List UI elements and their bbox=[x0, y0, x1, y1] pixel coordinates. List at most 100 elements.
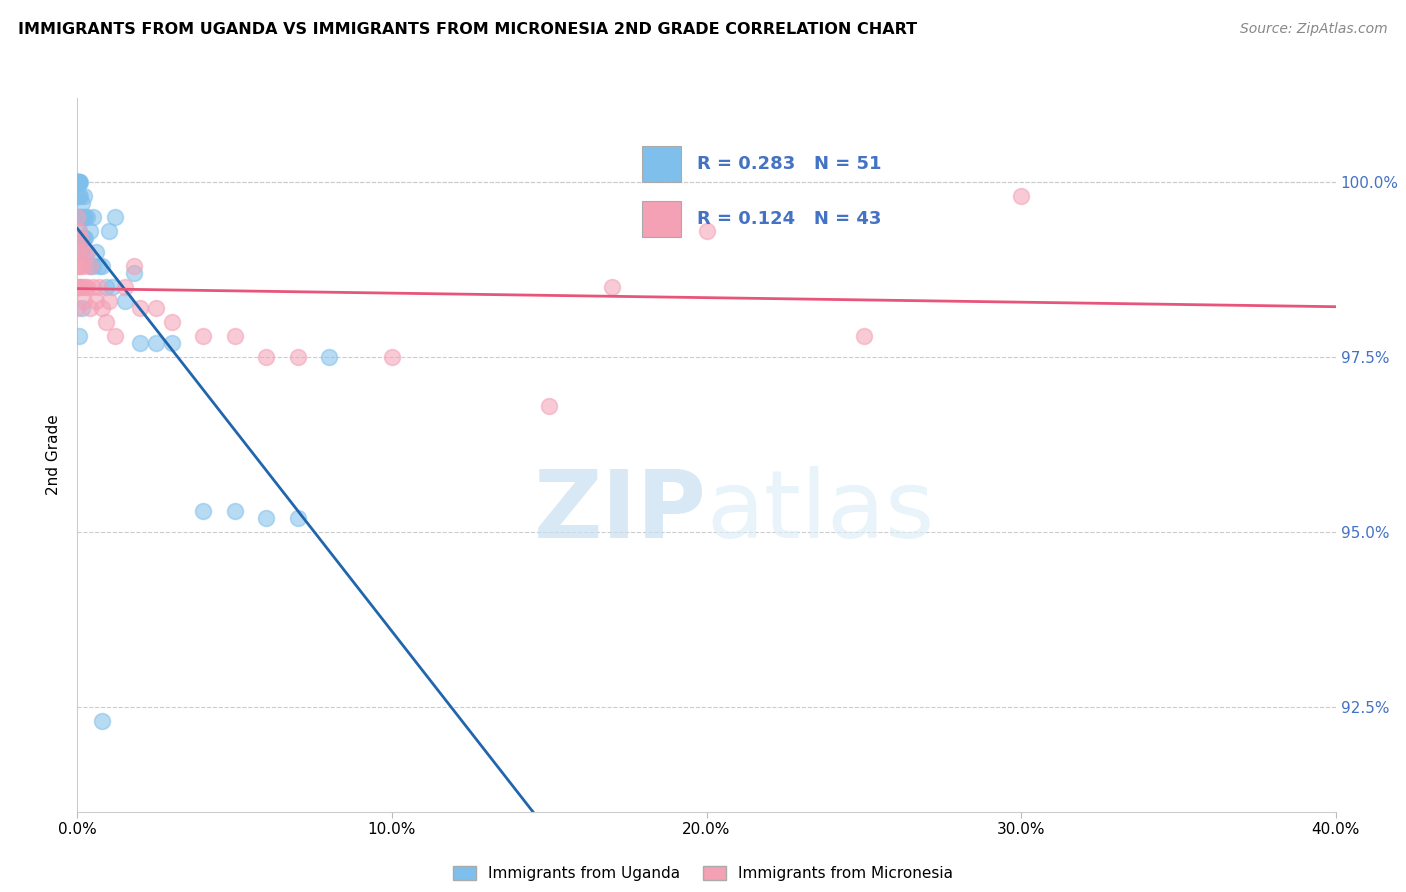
Point bbox=[66, 175, 89, 189]
Point bbox=[75, 280, 97, 294]
Point bbox=[287, 511, 309, 525]
Point bbox=[91, 259, 114, 273]
Point bbox=[79, 301, 101, 315]
Point bbox=[79, 259, 101, 273]
Point bbox=[254, 350, 277, 364]
Point bbox=[538, 399, 561, 413]
Point bbox=[67, 175, 90, 189]
Point bbox=[67, 259, 90, 273]
Point bbox=[129, 336, 152, 351]
Point bbox=[122, 259, 145, 273]
Point bbox=[72, 259, 94, 273]
Point bbox=[66, 259, 89, 273]
Point bbox=[82, 280, 104, 294]
Point bbox=[94, 280, 117, 294]
Point bbox=[104, 210, 127, 224]
Text: R = 0.124   N = 43: R = 0.124 N = 43 bbox=[697, 210, 882, 227]
Point bbox=[160, 336, 183, 351]
Point bbox=[94, 315, 117, 329]
Point bbox=[69, 280, 91, 294]
Point bbox=[122, 266, 145, 280]
Point bbox=[69, 231, 91, 245]
Text: IMMIGRANTS FROM UGANDA VS IMMIGRANTS FROM MICRONESIA 2ND GRADE CORRELATION CHART: IMMIGRANTS FROM UGANDA VS IMMIGRANTS FRO… bbox=[18, 22, 917, 37]
Point bbox=[600, 280, 623, 294]
FancyBboxPatch shape bbox=[643, 146, 681, 182]
Point bbox=[67, 224, 90, 238]
Point bbox=[852, 329, 875, 343]
Point bbox=[101, 280, 124, 294]
Point bbox=[129, 301, 152, 315]
Point bbox=[69, 259, 91, 273]
Point bbox=[70, 231, 93, 245]
Text: atlas: atlas bbox=[707, 466, 935, 558]
Point bbox=[70, 196, 93, 211]
Point bbox=[224, 329, 246, 343]
Point bbox=[72, 210, 94, 224]
Point bbox=[67, 329, 90, 343]
Point bbox=[67, 210, 90, 224]
Text: ZIP: ZIP bbox=[534, 466, 707, 558]
Point bbox=[66, 175, 89, 189]
Point bbox=[70, 301, 93, 315]
Text: Source: ZipAtlas.com: Source: ZipAtlas.com bbox=[1240, 22, 1388, 37]
Point bbox=[76, 280, 98, 294]
Point bbox=[84, 293, 107, 308]
Point bbox=[191, 504, 215, 518]
Point bbox=[67, 175, 90, 189]
Point bbox=[70, 245, 93, 260]
Point bbox=[287, 350, 309, 364]
Point bbox=[104, 329, 127, 343]
Point bbox=[97, 224, 120, 238]
Point bbox=[70, 280, 93, 294]
Point bbox=[145, 336, 167, 351]
Point bbox=[67, 224, 90, 238]
Point bbox=[76, 245, 98, 260]
Point bbox=[66, 189, 89, 203]
Point bbox=[67, 245, 90, 260]
Point bbox=[72, 189, 94, 203]
Point bbox=[160, 315, 183, 329]
Text: R = 0.283   N = 51: R = 0.283 N = 51 bbox=[697, 155, 882, 173]
Point bbox=[318, 350, 340, 364]
Point bbox=[97, 293, 120, 308]
Point bbox=[82, 210, 104, 224]
Point bbox=[66, 301, 89, 315]
Point bbox=[381, 350, 404, 364]
FancyBboxPatch shape bbox=[643, 201, 681, 237]
Legend: Immigrants from Uganda, Immigrants from Micronesia: Immigrants from Uganda, Immigrants from … bbox=[447, 860, 959, 888]
Point bbox=[75, 210, 97, 224]
Y-axis label: 2nd Grade: 2nd Grade bbox=[46, 415, 62, 495]
Point bbox=[66, 175, 89, 189]
Point bbox=[89, 280, 111, 294]
Point bbox=[69, 210, 91, 224]
Point bbox=[75, 231, 97, 245]
Point bbox=[69, 175, 91, 189]
Point bbox=[67, 189, 90, 203]
Point bbox=[114, 293, 136, 308]
Point bbox=[696, 224, 718, 238]
Point bbox=[84, 245, 107, 260]
Point bbox=[89, 259, 111, 273]
Point bbox=[224, 504, 246, 518]
Point bbox=[254, 511, 277, 525]
Point bbox=[145, 301, 167, 315]
Point bbox=[114, 280, 136, 294]
Point bbox=[91, 714, 114, 728]
Point bbox=[1010, 189, 1032, 203]
Point bbox=[79, 224, 101, 238]
Point bbox=[191, 329, 215, 343]
Point bbox=[66, 231, 89, 245]
Point bbox=[82, 259, 104, 273]
Point bbox=[79, 259, 101, 273]
Point bbox=[70, 210, 93, 224]
Point bbox=[66, 175, 89, 189]
Point bbox=[69, 189, 91, 203]
Point bbox=[76, 245, 98, 260]
Point bbox=[69, 231, 91, 245]
Point bbox=[67, 175, 90, 189]
Point bbox=[91, 301, 114, 315]
Point bbox=[66, 280, 89, 294]
Point bbox=[66, 175, 89, 189]
Point bbox=[67, 280, 90, 294]
Point bbox=[72, 231, 94, 245]
